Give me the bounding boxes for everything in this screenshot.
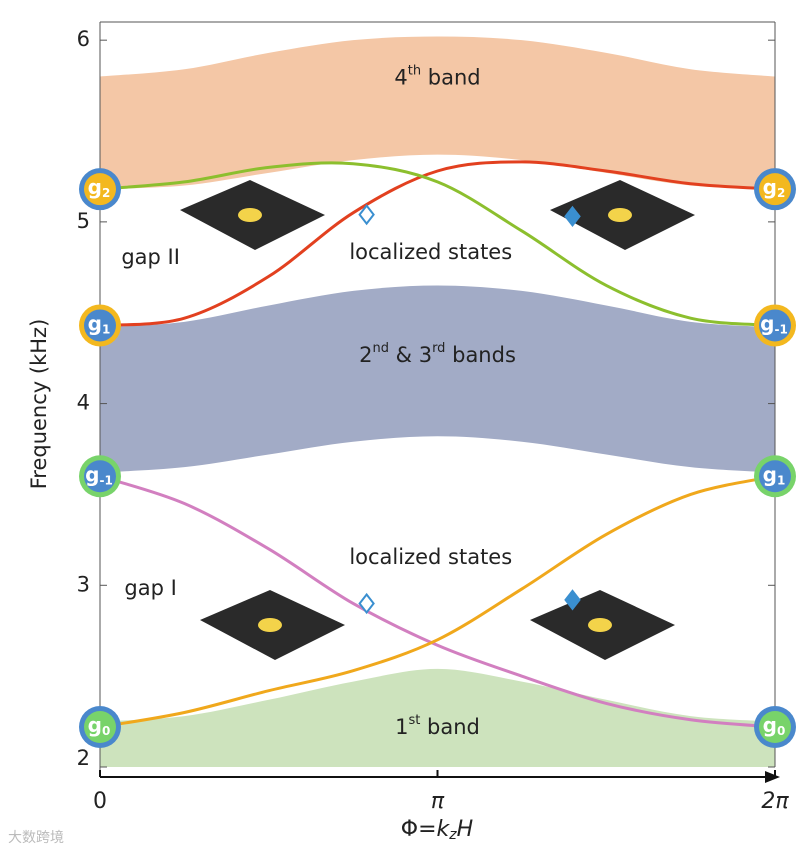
node-label-part: g — [88, 175, 102, 199]
node-label-part: g — [88, 311, 102, 335]
y-tick-label: 4 — [77, 391, 90, 415]
band-label-part: bands — [445, 343, 515, 367]
band-label: 2nd & 3rd bands — [359, 340, 516, 367]
node-label: g2 — [88, 175, 111, 200]
lattice-defect — [588, 618, 612, 632]
band-label-part: 4 — [394, 66, 407, 90]
node-label-sub: -1 — [99, 473, 112, 487]
band-label-part: 2 — [359, 343, 372, 367]
node — [84, 173, 116, 206]
annotation: localized states — [349, 240, 512, 264]
diamond-marker — [564, 589, 581, 611]
node-label-sub: 0 — [102, 724, 110, 738]
band-area — [100, 36, 775, 190]
x-tick-label: π — [431, 789, 445, 814]
x-label-part: H — [457, 817, 474, 842]
node-label: g0 — [763, 713, 786, 738]
node-label-sub: 0 — [777, 724, 785, 738]
y-tick-label: 6 — [77, 27, 90, 51]
band-label-part: nd — [372, 340, 389, 355]
x-label-part: Φ= — [401, 817, 437, 842]
y-axis-label: Frequency (kHz) — [27, 319, 51, 490]
node-label: g-1 — [85, 462, 113, 487]
node-label: g1 — [763, 462, 786, 487]
band-label-part: st — [408, 712, 420, 727]
band-label-part: 1 — [395, 715, 408, 739]
y-tick-label: 5 — [77, 209, 90, 233]
line — [99, 474, 776, 729]
band-label-part: th — [408, 63, 421, 78]
band-label-part: band — [421, 66, 481, 90]
node — [759, 460, 791, 493]
line — [99, 474, 776, 729]
node-label: g-1 — [760, 311, 788, 336]
node — [84, 711, 116, 744]
node — [84, 460, 116, 493]
node-label: g1 — [88, 311, 111, 336]
band-label-part: rd — [432, 340, 445, 355]
lattice-defect — [258, 618, 282, 632]
node-label-sub: 1 — [777, 473, 785, 487]
watermark: 大数跨境 — [8, 830, 64, 846]
x-tick-label: 0 — [93, 789, 107, 814]
y-tick-label: 2 — [77, 746, 90, 770]
lattice-defect — [238, 208, 262, 222]
node-label-sub: 1 — [102, 322, 110, 336]
line — [99, 161, 776, 327]
band-label-part: band — [420, 715, 480, 739]
diamond-marker — [358, 203, 375, 226]
band-label-part: & 3 — [389, 343, 432, 367]
band-area — [100, 285, 775, 473]
band-area — [100, 668, 775, 767]
x-label-part: z — [448, 827, 457, 843]
node-label-part: g — [760, 311, 774, 335]
line — [99, 160, 776, 327]
node — [84, 309, 116, 342]
node-label-part: g — [763, 175, 777, 199]
band-label: 4th band — [394, 63, 480, 90]
annotation: localized states — [349, 545, 512, 569]
x-axis-label: Φ=kzH — [401, 817, 473, 843]
node-label-part: g — [763, 462, 777, 486]
y-tick-label: 3 — [77, 572, 90, 596]
node-label-part: g — [85, 462, 99, 486]
node — [759, 711, 791, 744]
diamond-marker — [564, 205, 581, 228]
node-label: g2 — [763, 175, 786, 200]
node-label-part: g — [88, 713, 102, 737]
annotation: gap II — [121, 245, 180, 269]
x-axis-arrow — [765, 771, 780, 783]
band-label: 1st band — [395, 712, 480, 739]
node-label-part: g — [763, 713, 777, 737]
diamond-marker — [358, 592, 375, 615]
node-label-sub: 2 — [102, 186, 110, 200]
x-label-part: k — [437, 817, 451, 842]
node-label: g0 — [88, 713, 111, 738]
node-label-sub: 2 — [777, 186, 785, 200]
annotation: gap I — [124, 576, 176, 600]
node — [759, 173, 791, 206]
lattice-defect — [608, 208, 632, 222]
node-label-sub: -1 — [774, 322, 787, 336]
x-tick-label: 2π — [761, 789, 789, 814]
node — [759, 309, 791, 342]
